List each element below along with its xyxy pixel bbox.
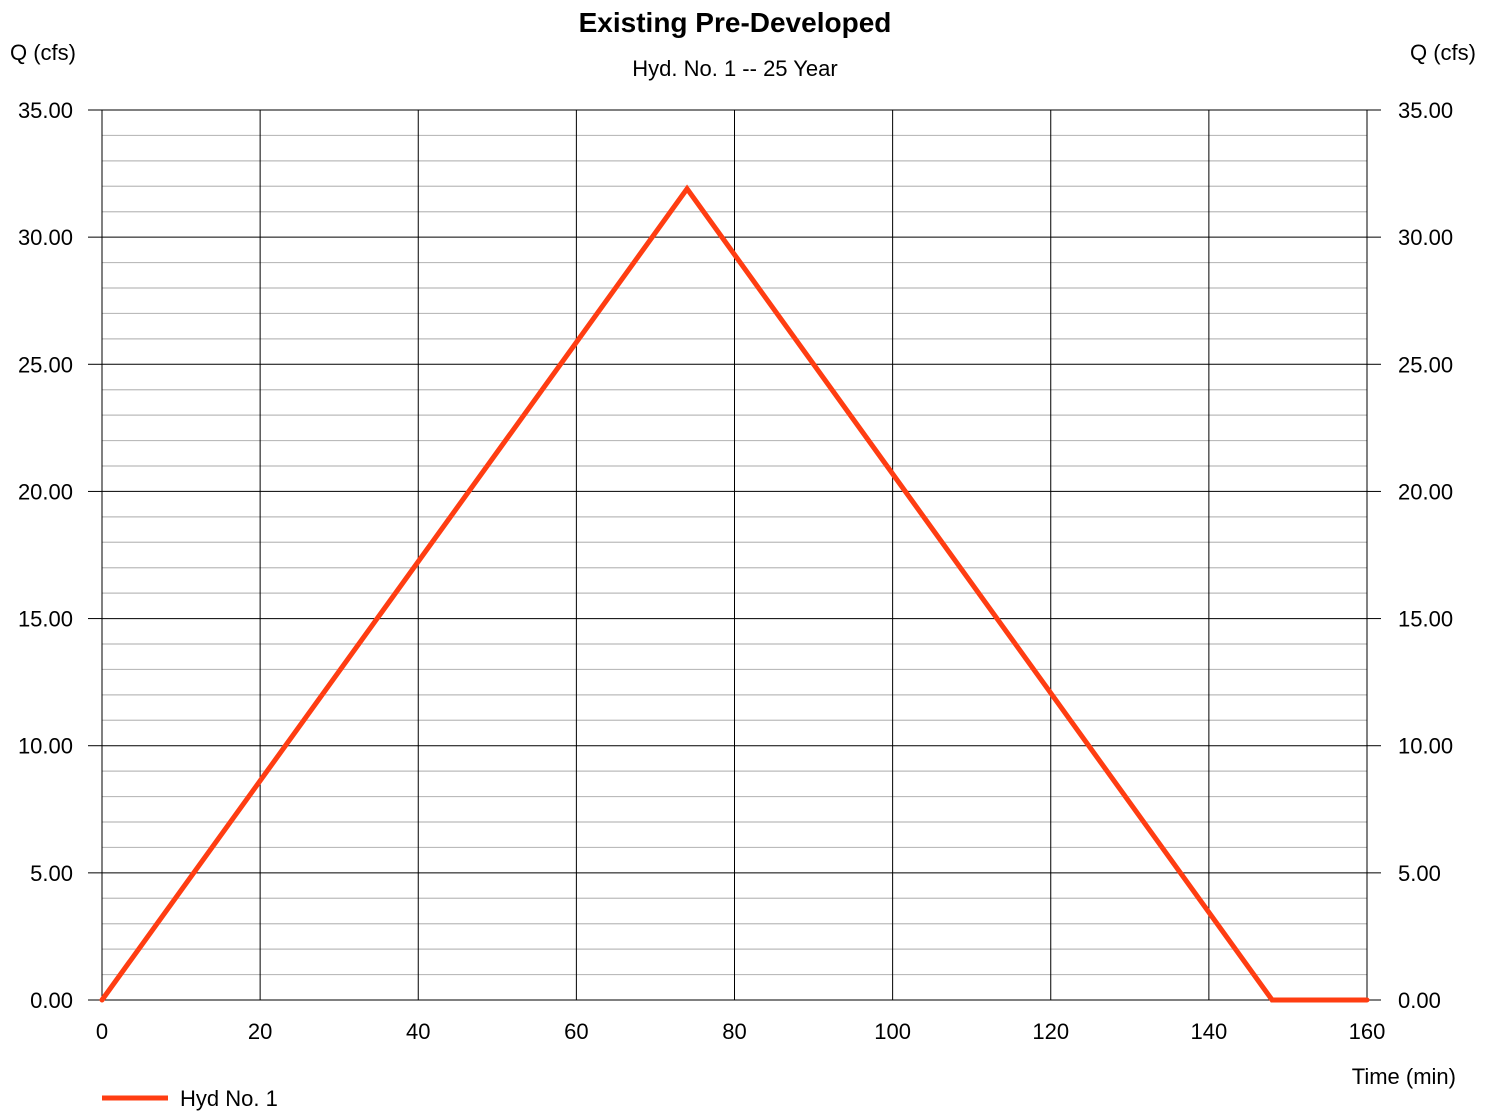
series-lines	[99, 184, 1370, 1003]
y-tick-label-right: 0.00	[1398, 988, 1441, 1013]
y-tick-label-left: 15.00	[18, 607, 73, 632]
chart-title: Existing Pre-Developed	[579, 7, 892, 38]
y-tick-label-right: 25.00	[1398, 352, 1453, 377]
y-tick-label-left: 10.00	[18, 734, 73, 759]
series-line	[99, 184, 1370, 1003]
y-tick-label-right: 15.00	[1398, 607, 1453, 632]
legend-label: Hyd No. 1	[180, 1086, 278, 1111]
x-tick-label: 120	[1032, 1019, 1069, 1044]
y-tick-label-left: 35.00	[18, 98, 73, 123]
y-tick-label-left: 30.00	[18, 225, 73, 250]
x-tick-label: 60	[564, 1019, 588, 1044]
x-tick-label: 20	[248, 1019, 272, 1044]
y-tick-label-right: 35.00	[1398, 98, 1453, 123]
chart-subtitle: Hyd. No. 1 -- 25 Year	[632, 56, 837, 81]
y-tick-label-left: 25.00	[18, 352, 73, 377]
x-tick-label: 140	[1191, 1019, 1228, 1044]
y-tick-label-right: 20.00	[1398, 479, 1453, 504]
major-gridlines	[101, 109, 1368, 1001]
x-tick-label: 100	[874, 1019, 911, 1044]
x-tick-label: 160	[1349, 1019, 1386, 1044]
x-tick-label: 40	[406, 1019, 430, 1044]
x-tick-label: 0	[96, 1019, 108, 1044]
y-axis-label-left: Q (cfs)	[10, 40, 76, 65]
x-tick-label: 80	[722, 1019, 746, 1044]
legend: Hyd No. 1	[102, 1086, 278, 1111]
tick-labels: 0.00 0.00 5.00 5.00 10.00 10.00 15.00 15.00 20.0…	[18, 98, 1453, 1044]
y-tick-label-left: 20.00	[18, 479, 73, 504]
y-tick-label-right: 5.00	[1398, 861, 1441, 886]
y-axis-label-right: Q (cfs)	[1410, 40, 1476, 65]
y-tick-label-left: 5.00	[30, 861, 73, 886]
x-axis-label: Time (min)	[1352, 1064, 1456, 1089]
y-tick-label-right: 10.00	[1398, 734, 1453, 759]
y-tick-label-left: 0.00	[30, 988, 73, 1013]
y-tick-label-right: 30.00	[1398, 225, 1453, 250]
